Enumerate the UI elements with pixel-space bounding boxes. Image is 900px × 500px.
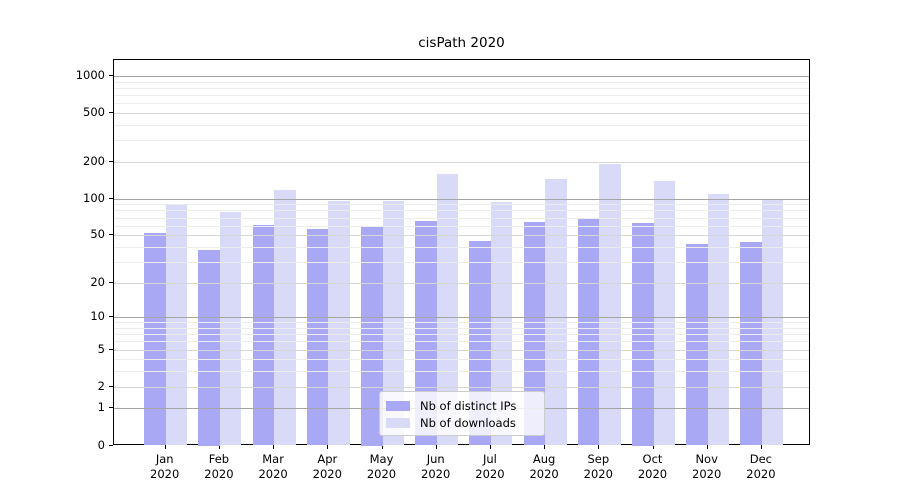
x-tick-mark-jun [435,444,437,449]
legend-swatch-downloads [386,417,410,428]
gridline-3 [114,371,809,373]
bar-downloads-jun [436,174,459,446]
x-tick-mark-mar [273,444,275,449]
bar-distinct-ips-dec [740,241,762,446]
legend-label-downloads: Nb of downloads [420,415,516,430]
gridline-40 [114,246,809,248]
gridline-5 [114,349,809,351]
x-tick-label-oct: Oct 2020 [637,451,668,481]
gridline-800 [114,87,809,89]
gridline-20 [114,282,809,284]
gridline-9 [114,322,809,324]
gridline-200 [114,161,809,163]
x-tick-mark-apr [327,444,329,449]
legend-item-downloads: Nb of downloads [386,414,536,431]
gridline-7 [114,334,809,336]
y-tick-mark-200 [109,160,113,162]
gridline-1000 [114,76,809,77]
bar-downloads-sep [599,164,621,446]
gridline-90 [114,204,809,206]
gridline-10 [114,317,809,319]
gridline-30 [114,261,809,263]
y-tick-mark-50 [109,234,113,236]
x-tick-mark-jan [164,444,166,449]
bar-distinct-ips-jun [415,221,437,446]
x-tick-label-aug: Aug 2020 [529,451,559,481]
x-tick-mark-may [381,444,383,449]
x-tick-label-feb: Feb 2020 [204,451,234,481]
legend: Nb of distinct IPs Nb of downloads [379,391,545,436]
x-tick-label-apr: Apr 2020 [312,451,342,481]
y-tick-label-0: 0 [97,437,105,452]
gridline-300 [114,140,809,142]
y-tick-mark-10 [109,316,113,318]
x-tick-label-jun: Jun 2020 [421,451,451,481]
gridline-60 [114,225,809,227]
gridline-500 [114,113,809,114]
gridline-700 [114,95,809,96]
y-tick-label-500: 500 [83,105,105,119]
y-tick-label-10: 10 [90,309,105,324]
x-tick-label-mar: Mar 2020 [258,451,288,481]
legend-swatch-distinct-ips [386,400,410,411]
x-tick-mark-nov [706,444,708,449]
legend-item-distinct-ips: Nb of distinct IPs [386,397,536,414]
x-tick-label-jul: Jul 2020 [475,451,505,481]
bar-downloads-jan [165,205,188,446]
x-tick-label-jan: Jan 2020 [150,451,180,481]
y-tick-label-20: 20 [90,274,105,289]
gridline-80 [114,210,809,212]
x-tick-mark-oct [652,444,654,449]
bar-distinct-ips-jan [144,233,166,446]
y-tick-mark-1 [109,407,113,409]
x-tick-mark-dec [760,444,762,449]
y-tick-label-100: 100 [83,190,105,205]
gridline-70 [114,217,809,219]
bar-distinct-ips-feb [198,249,220,446]
gridline-100 [114,198,809,200]
plot-area [113,59,810,446]
y-tick-mark-20 [109,281,113,283]
bar-distinct-ips-sep [577,218,600,446]
gridline-400 [114,124,809,126]
y-tick-label-2: 2 [97,378,105,393]
x-tick-label-nov: Nov 2020 [692,451,722,481]
x-tick-mark-feb [218,444,220,449]
bar-downloads-aug [545,179,567,446]
y-tick-label-1000: 1000 [75,68,105,82]
x-tick-label-dec: Dec 2020 [746,451,776,481]
y-tick-mark-1000 [109,75,113,76]
bar-distinct-ips-may [361,226,383,446]
y-tick-mark-100 [109,197,113,199]
bar-distinct-ips-oct [632,223,654,446]
x-tick-label-may: May 2020 [366,451,397,481]
bar-distinct-ips-nov [686,244,708,446]
y-tick-label-5: 5 [97,341,105,356]
y-tick-label-1: 1 [97,400,105,415]
y-tick-label-200: 200 [83,153,105,168]
bar-distinct-ips-aug [523,222,546,446]
bar-downloads-oct [653,181,675,446]
x-tick-mark-jul [489,444,491,449]
y-tick-mark-5 [109,348,113,350]
gridline-8 [114,328,809,329]
gridline-600 [114,103,809,105]
gridline-2 [114,386,809,388]
gridline-900 [114,81,809,83]
chart-title: cisPath 2020 [418,35,505,51]
x-tick-mark-aug [544,444,546,449]
gridline-4 [114,359,809,361]
bar-downloads-nov [707,193,730,446]
x-tick-label-sep: Sep 2020 [583,451,613,481]
gridline-50 [114,235,809,237]
legend-label-distinct-ips: Nb of distinct IPs [420,398,517,413]
x-tick-mark-sep [598,444,600,449]
y-tick-mark-0 [109,444,113,446]
y-tick-label-50: 50 [90,227,105,242]
y-tick-mark-2 [109,385,113,387]
y-tick-mark-500 [109,112,113,113]
gridline-6 [114,341,809,343]
